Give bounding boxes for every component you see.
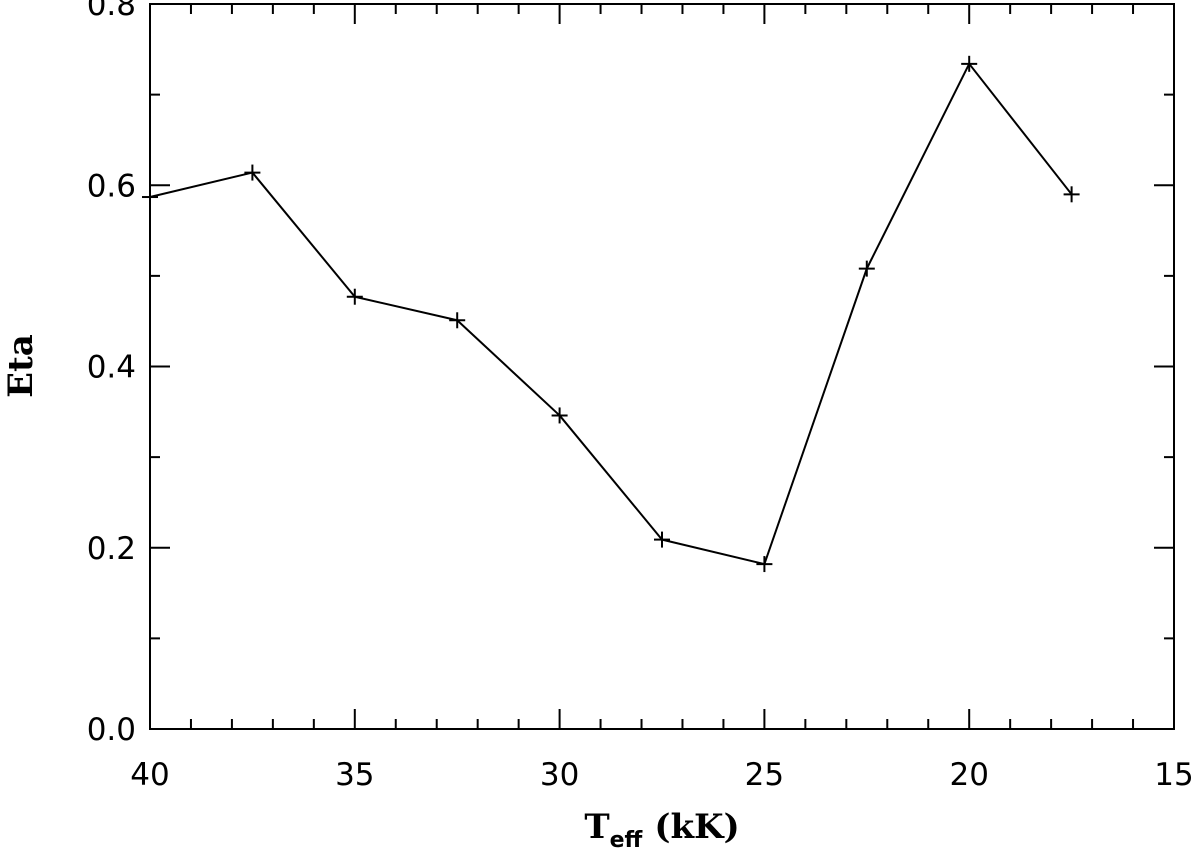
series-segment <box>354 295 458 322</box>
y-tick-label: 0.4 <box>87 350 136 386</box>
data-point <box>346 288 363 305</box>
x-tick-labels: 40 35 30 25 20 15 <box>130 757 1193 793</box>
x-tick-label: 15 <box>1154 757 1193 793</box>
series-segment <box>661 538 765 566</box>
data-point <box>1063 186 1080 203</box>
x-tick-label: 25 <box>745 757 784 793</box>
series-segment <box>558 414 663 541</box>
series-segment <box>865 63 971 270</box>
series-segment <box>251 171 356 298</box>
series-segment <box>456 319 561 417</box>
x-axis-title: Teff (kK) <box>584 807 739 853</box>
x-tick-label: 30 <box>540 757 579 793</box>
x-axis-title-symbol: T <box>584 807 609 847</box>
data-point <box>244 164 261 181</box>
y-tick-label: 0.8 <box>87 0 136 23</box>
y-tick-label: 0.6 <box>87 168 136 204</box>
x-axis-title-unit: (kK) <box>654 807 739 847</box>
y-axis-title: Eta <box>1 334 41 398</box>
series-segment <box>968 63 1073 195</box>
plot-frame <box>149 3 1175 730</box>
series-markers <box>142 55 1080 573</box>
series-segment <box>149 171 253 199</box>
axis-ticks <box>149 3 1175 730</box>
data-point <box>756 556 773 573</box>
data-point <box>551 407 568 424</box>
data-point <box>654 531 670 548</box>
x-tick-label: 35 <box>335 757 374 793</box>
series-line <box>149 63 1073 566</box>
data-point <box>858 260 875 277</box>
x-tick-label: 40 <box>130 757 169 793</box>
series-segment <box>763 268 868 565</box>
x-tick-label: 20 <box>949 757 988 793</box>
x-axis-title-subscript: eff <box>610 828 644 853</box>
y-tick-label: 0.2 <box>87 531 136 567</box>
data-point <box>961 55 978 72</box>
data-point <box>142 189 158 206</box>
y-tick-labels: 0.0 0.2 0.4 0.6 0.8 <box>87 0 136 748</box>
data-point <box>449 312 466 329</box>
y-tick-label: 0.0 <box>87 712 136 748</box>
